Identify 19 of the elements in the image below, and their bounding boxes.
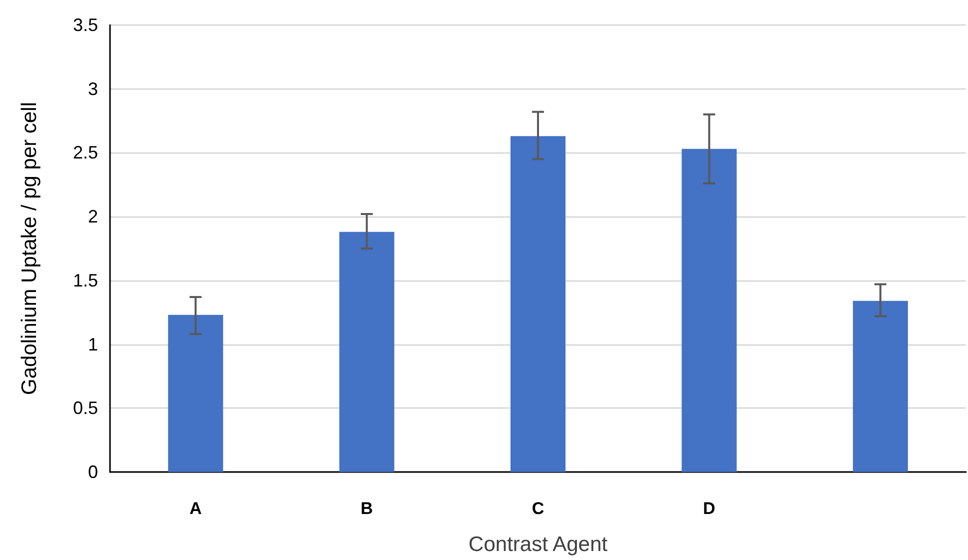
y-tick-label: 2 — [88, 206, 98, 227]
y-axis-title: Gadolinium Uptake / pg per cell — [18, 102, 41, 395]
y-tick-label: 1 — [88, 334, 98, 354]
y-tick-label: 0.5 — [72, 398, 98, 418]
x-tick-label: D — [703, 499, 716, 518]
bar — [682, 148, 737, 472]
x-tick-label: A — [189, 499, 202, 518]
x-axis-title: Contrast Agent — [468, 533, 608, 556]
x-tick-label: B — [360, 499, 373, 518]
x-tick-label: C — [532, 499, 544, 518]
y-tick-label: 1.5 — [72, 270, 98, 290]
bar — [339, 232, 394, 472]
bar — [168, 314, 224, 472]
y-tick-label: 3.5 — [72, 15, 98, 35]
y-tick-label: 0 — [88, 462, 98, 482]
bar — [852, 300, 908, 472]
y-tick-label: 2.5 — [72, 142, 98, 163]
y-tick-label: 3 — [88, 78, 98, 99]
bar — [510, 136, 566, 472]
